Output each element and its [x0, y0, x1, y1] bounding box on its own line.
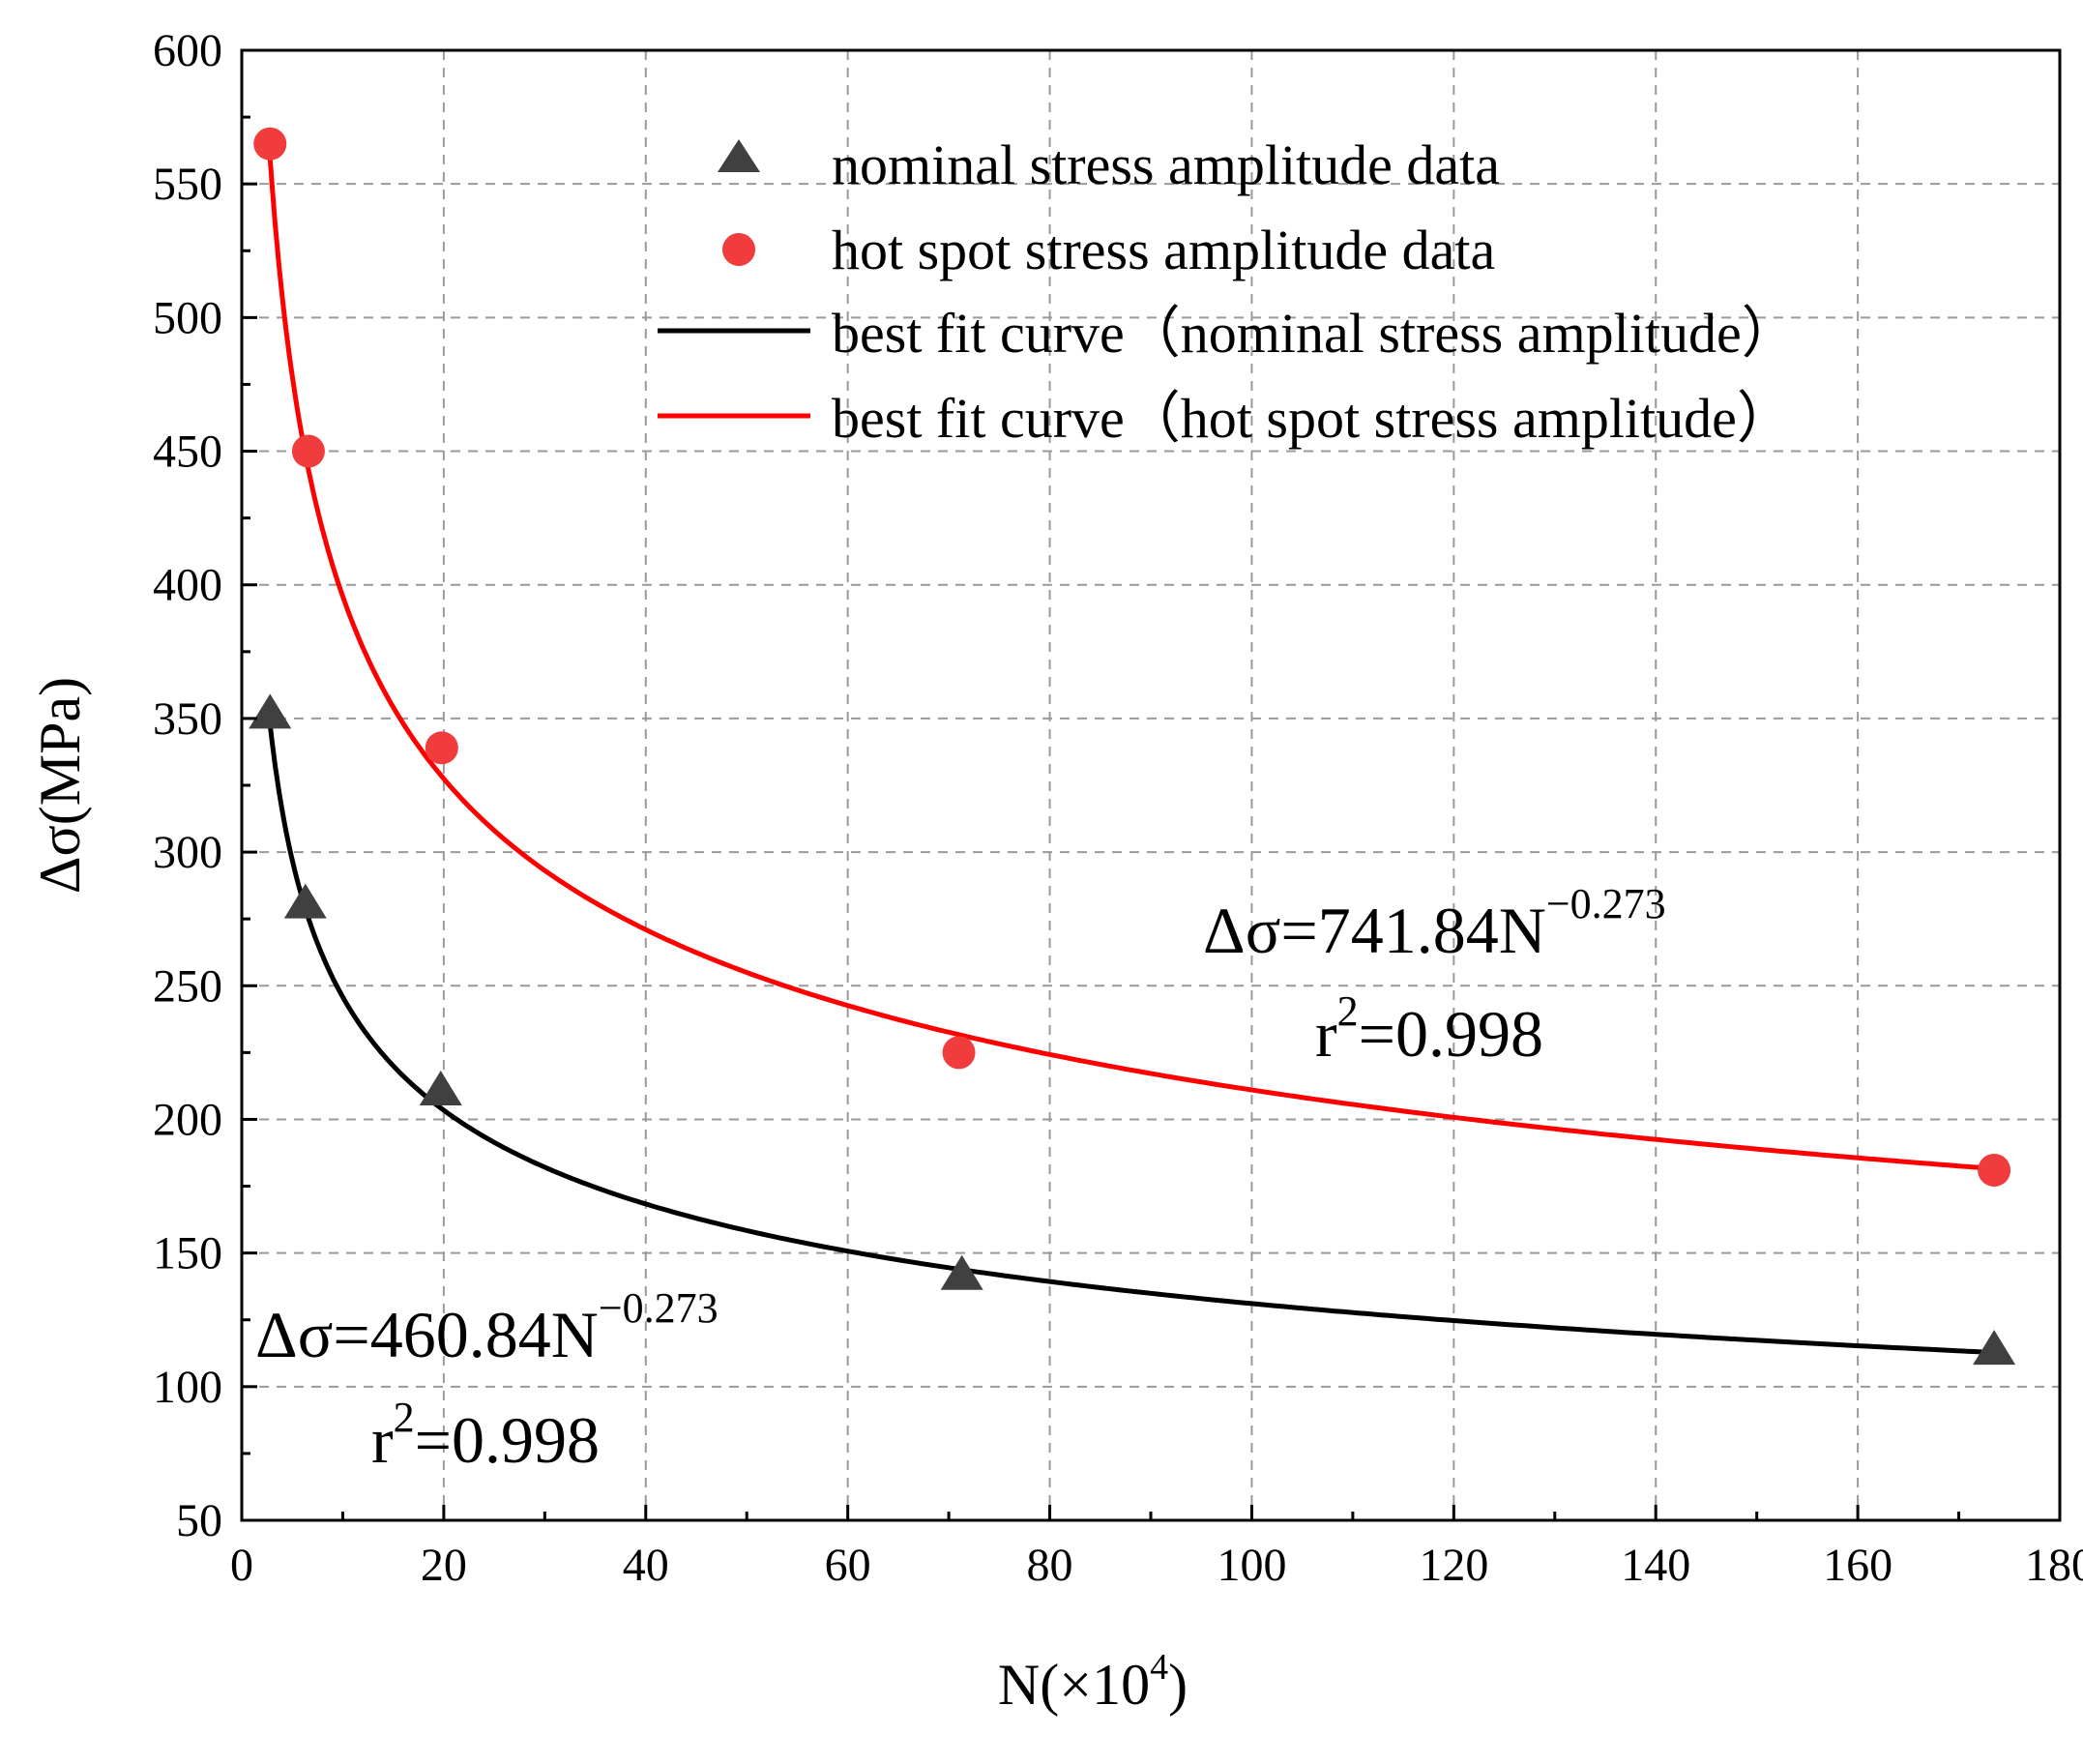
- fit-curve-line: [267, 723, 1995, 1355]
- fit-curve-line: [267, 157, 1995, 1171]
- nominal-r-squared: r2=0.998: [371, 1394, 600, 1477]
- y-tick-label: 150: [153, 1228, 222, 1279]
- tick-labels: 0 20 40 60 80 100 120 140 160 180 50 100 150 200 250 30…: [153, 25, 2083, 1591]
- nominal-data-point: [419, 1071, 462, 1106]
- legend-circle-icon: [722, 233, 755, 266]
- x-tick-label: 0: [230, 1540, 253, 1591]
- x-tick-label: 40: [623, 1540, 669, 1591]
- nominal-data-point: [1973, 1330, 2016, 1366]
- hotspot-data-point: [425, 731, 458, 765]
- x-tick-label: 80: [1027, 1540, 1073, 1591]
- x-tick-label: 180: [2025, 1540, 2083, 1591]
- x-tick-label: 100: [1217, 1540, 1286, 1591]
- x-axis-title: N(×104): [998, 1647, 1188, 1717]
- legend-label-nominal-fit: best fit curve（nominal stress amplitude）: [832, 302, 1798, 365]
- data-markers: [249, 127, 2016, 1366]
- x-tick-label: 140: [1621, 1540, 1690, 1591]
- hotspot-data-point: [253, 127, 287, 161]
- x-tick-label: 120: [1419, 1540, 1488, 1591]
- legend-label-nominal-data: nominal stress amplitude data: [832, 133, 1500, 196]
- legend: nominal stress amplitude data hot spot s…: [658, 133, 1798, 450]
- y-tick-label: 450: [153, 426, 222, 478]
- nominal-equation: Δσ=460.84N−0.273: [255, 1284, 719, 1371]
- nominal-data-point: [249, 693, 292, 729]
- hotspot-r-squared: r2=0.998: [1315, 987, 1543, 1071]
- y-tick-label: 250: [153, 960, 222, 1012]
- hotspot-equation: Δσ=741.84N−0.273: [1203, 880, 1666, 967]
- y-tick-label: 50: [176, 1495, 222, 1546]
- x-tick-label: 20: [421, 1540, 467, 1591]
- y-tick-label: 600: [153, 25, 222, 76]
- y-tick-label: 200: [153, 1094, 222, 1145]
- y-tick-label: 100: [153, 1362, 222, 1413]
- nominal-data-point: [283, 883, 327, 919]
- axis-ticks: [240, 48, 2062, 1522]
- y-tick-label: 500: [153, 292, 222, 343]
- hotspot-data-point: [1978, 1153, 2011, 1187]
- nominal-data-point: [940, 1254, 983, 1290]
- y-tick-label: 300: [153, 827, 222, 878]
- legend-label-hotspot-data: hot spot stress amplitude data: [832, 219, 1495, 281]
- legend-label-hotspot-fit: best fit curve（hot spot stress amplitude…: [832, 387, 1793, 450]
- gridlines: [242, 50, 2060, 1520]
- hotspot-data-point: [942, 1036, 976, 1070]
- legend-triangle-icon: [718, 139, 760, 172]
- y-tick-label: 350: [153, 693, 222, 745]
- x-tick-label: 60: [825, 1540, 871, 1591]
- fit-curves: [267, 157, 1995, 1355]
- x-tick-label: 160: [1823, 1540, 1892, 1591]
- y-tick-label: 550: [153, 159, 222, 210]
- y-tick-label: 400: [153, 560, 222, 611]
- hotspot-data-point: [291, 434, 325, 468]
- y-axis-title: Δσ(MPa): [28, 677, 92, 894]
